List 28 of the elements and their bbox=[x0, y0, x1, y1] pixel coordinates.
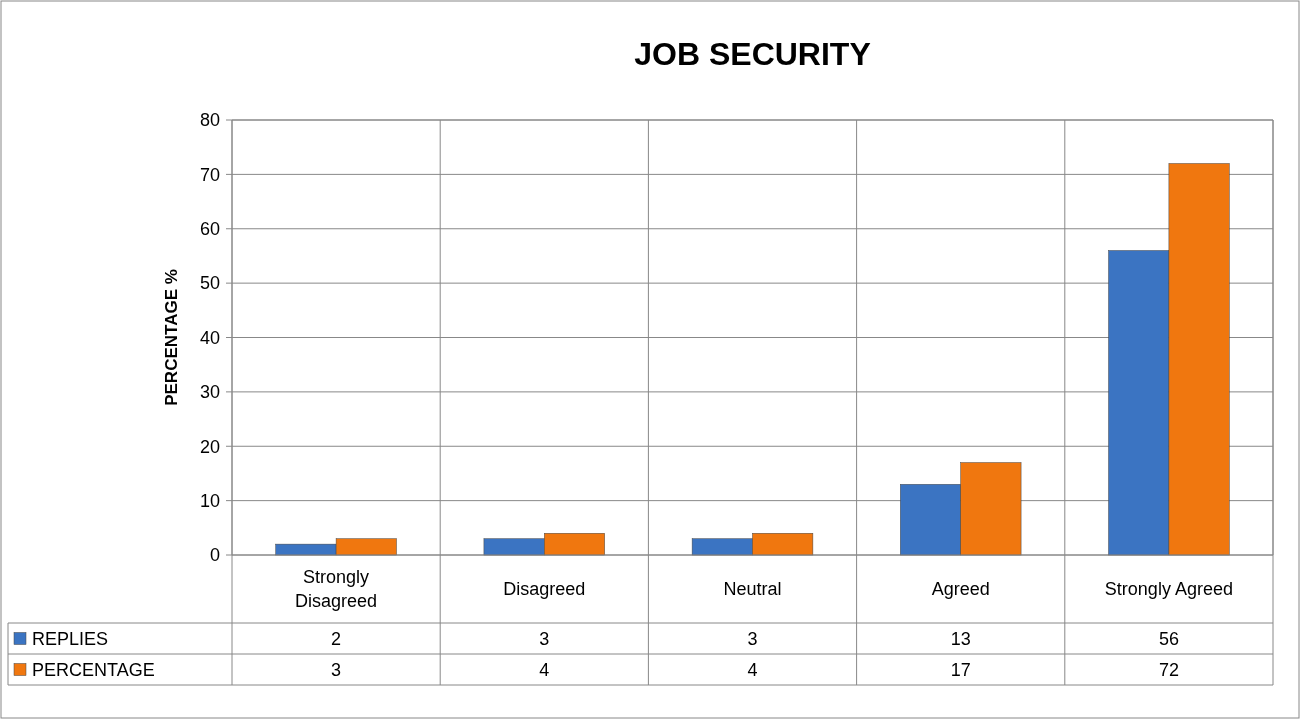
x-tick-label: Agreed bbox=[931, 579, 990, 600]
data-label: 3 bbox=[539, 628, 550, 649]
y-axis-title: PERCENTAGE % bbox=[162, 269, 181, 406]
y-tick-label: 30 bbox=[199, 382, 220, 403]
data-label: 3 bbox=[331, 659, 342, 680]
y-tick-label: 0 bbox=[209, 545, 220, 566]
y-tick-label: 60 bbox=[199, 219, 220, 240]
y-tick-label: 80 bbox=[199, 110, 220, 131]
x-tick-label: Disagreed bbox=[503, 579, 586, 600]
data-label: 17 bbox=[950, 659, 971, 680]
data-label: 13 bbox=[950, 628, 971, 649]
x-tick-label: Neutral bbox=[723, 579, 782, 600]
data-label: 4 bbox=[747, 659, 758, 680]
data-label: 2 bbox=[331, 628, 342, 649]
y-tick-label: 20 bbox=[199, 436, 220, 457]
y-tick-label: 50 bbox=[199, 273, 220, 294]
data-label: 72 bbox=[1158, 659, 1179, 680]
data-label: 56 bbox=[1158, 628, 1179, 649]
x-tick-label: Strongly Disagreed bbox=[295, 567, 378, 612]
y-tick-label: 70 bbox=[199, 164, 220, 185]
y-tick-label: 40 bbox=[199, 327, 220, 348]
legend-label: REPLIES bbox=[32, 628, 109, 649]
chart-title: JOB SECURITY bbox=[634, 36, 871, 72]
legend-label: PERCENTAGE bbox=[32, 659, 155, 680]
data-label: 4 bbox=[539, 659, 550, 680]
data-label: 3 bbox=[747, 628, 758, 649]
x-tick-label: Strongly Agreed bbox=[1104, 579, 1233, 600]
y-tick-label: 10 bbox=[199, 490, 220, 511]
